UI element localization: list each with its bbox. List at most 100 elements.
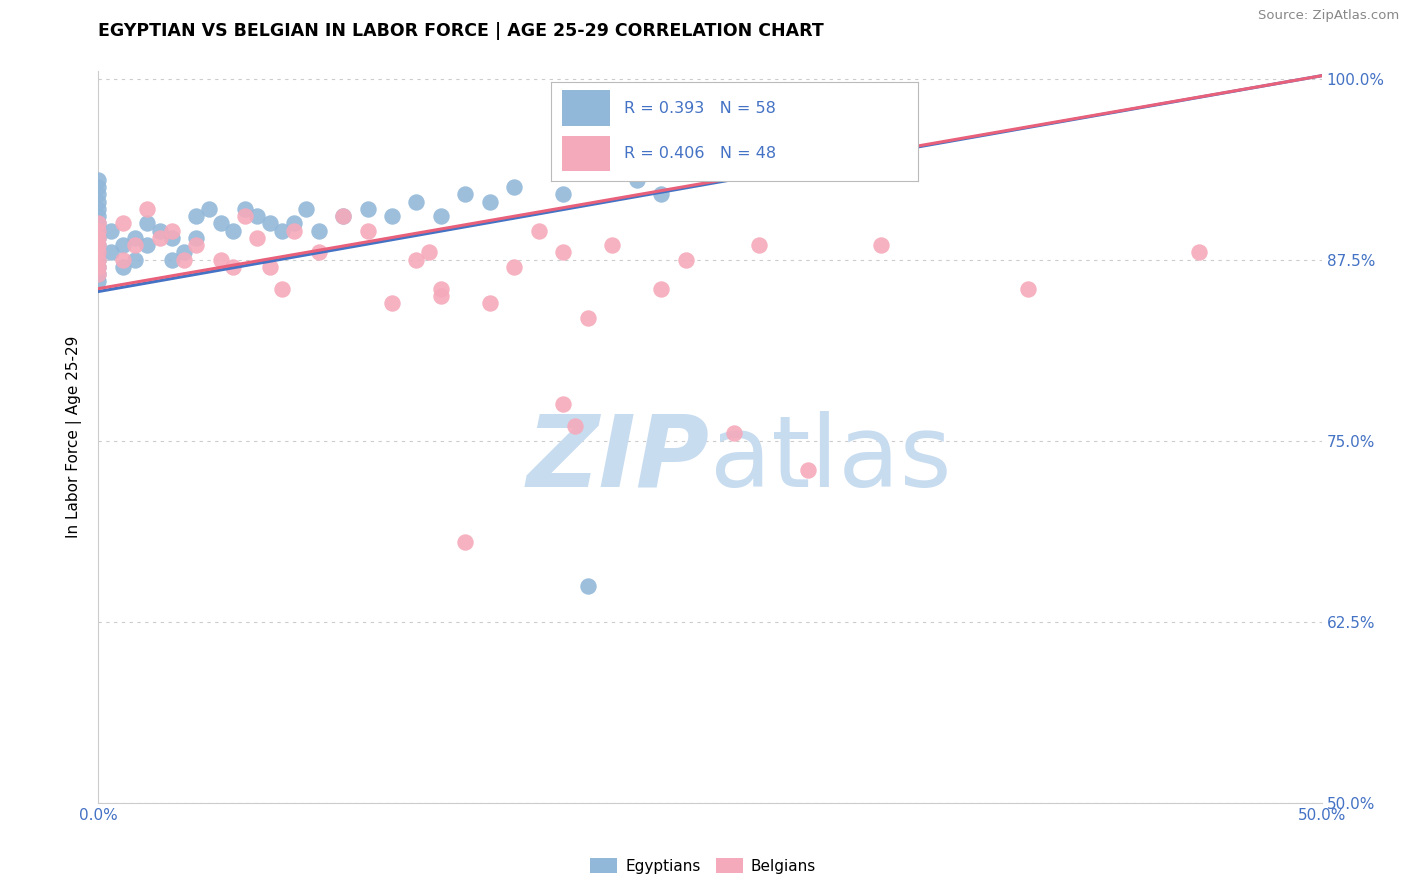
Point <box>418 245 440 260</box>
Point <box>87 231 110 245</box>
Point <box>209 216 232 230</box>
Point <box>233 209 256 223</box>
Point <box>332 209 354 223</box>
Legend: Egyptians, Belgians: Egyptians, Belgians <box>583 852 823 880</box>
Point <box>87 202 110 216</box>
Point <box>246 209 269 223</box>
Point <box>87 216 110 230</box>
Point <box>173 245 195 260</box>
Point <box>723 426 745 441</box>
Point <box>222 224 245 238</box>
Point <box>283 224 305 238</box>
Point <box>87 224 110 238</box>
Point <box>87 194 110 209</box>
Point <box>124 231 146 245</box>
Point <box>454 187 477 202</box>
Point <box>87 274 110 288</box>
Point <box>259 216 281 230</box>
Point <box>381 209 404 223</box>
Point <box>111 252 134 267</box>
Point <box>699 166 721 180</box>
Point <box>136 216 159 230</box>
Point <box>87 180 110 194</box>
Point <box>797 463 820 477</box>
Point <box>553 397 575 411</box>
Point <box>136 238 159 252</box>
Point <box>160 224 183 238</box>
Point <box>283 216 305 230</box>
Point <box>233 202 256 216</box>
Point <box>600 159 623 173</box>
Point <box>308 224 330 238</box>
Point <box>332 209 354 223</box>
Point <box>87 224 110 238</box>
Point <box>160 231 183 245</box>
Point <box>222 260 245 274</box>
Point <box>430 289 453 303</box>
Text: atlas: atlas <box>710 410 952 508</box>
Point <box>173 252 195 267</box>
Point <box>149 224 172 238</box>
Point <box>246 231 269 245</box>
Point <box>270 282 294 296</box>
Point <box>87 252 110 267</box>
Point <box>576 310 599 325</box>
Point <box>209 252 232 267</box>
Point <box>381 296 404 310</box>
Point <box>186 209 208 223</box>
Point <box>430 282 453 296</box>
Point <box>100 245 122 260</box>
Point <box>478 194 501 209</box>
Point <box>111 238 134 252</box>
Point <box>295 202 318 216</box>
Point <box>100 224 122 238</box>
Point <box>149 231 172 245</box>
Point <box>87 209 110 223</box>
Point <box>503 260 526 274</box>
Point <box>87 187 110 202</box>
Point <box>870 238 893 252</box>
Point <box>675 166 697 180</box>
Point <box>87 252 110 267</box>
Point <box>527 224 550 238</box>
Y-axis label: In Labor Force | Age 25-29: In Labor Force | Age 25-29 <box>66 336 83 538</box>
Point <box>650 282 672 296</box>
Point <box>87 238 110 252</box>
Point <box>186 238 208 252</box>
Point <box>894 115 917 129</box>
Point <box>1017 282 1039 296</box>
Point <box>478 296 501 310</box>
Point <box>356 224 378 238</box>
Point <box>186 231 208 245</box>
Point <box>259 260 281 274</box>
Text: EGYPTIAN VS BELGIAN IN LABOR FORCE | AGE 25-29 CORRELATION CHART: EGYPTIAN VS BELGIAN IN LABOR FORCE | AGE… <box>98 22 824 40</box>
Point <box>87 173 110 187</box>
Point <box>87 216 110 230</box>
Point <box>87 238 110 252</box>
Text: Source: ZipAtlas.com: Source: ZipAtlas.com <box>1258 9 1399 22</box>
Point <box>124 238 146 252</box>
Point <box>87 260 110 274</box>
Point <box>136 202 159 216</box>
Point <box>111 216 134 230</box>
Point <box>270 224 294 238</box>
Point <box>87 267 110 281</box>
Point <box>308 245 330 260</box>
Point <box>87 267 110 281</box>
Point <box>430 209 453 223</box>
Point <box>87 231 110 245</box>
Point <box>503 180 526 194</box>
Point <box>564 419 586 434</box>
Point <box>160 252 183 267</box>
Point <box>626 173 648 187</box>
Point <box>553 187 575 202</box>
Text: ZIP: ZIP <box>527 410 710 508</box>
Point <box>600 238 623 252</box>
Point <box>405 194 427 209</box>
Point <box>675 252 697 267</box>
Point <box>111 260 134 274</box>
Point <box>87 245 110 260</box>
Point <box>405 252 427 267</box>
Point <box>124 252 146 267</box>
Point <box>576 578 599 592</box>
